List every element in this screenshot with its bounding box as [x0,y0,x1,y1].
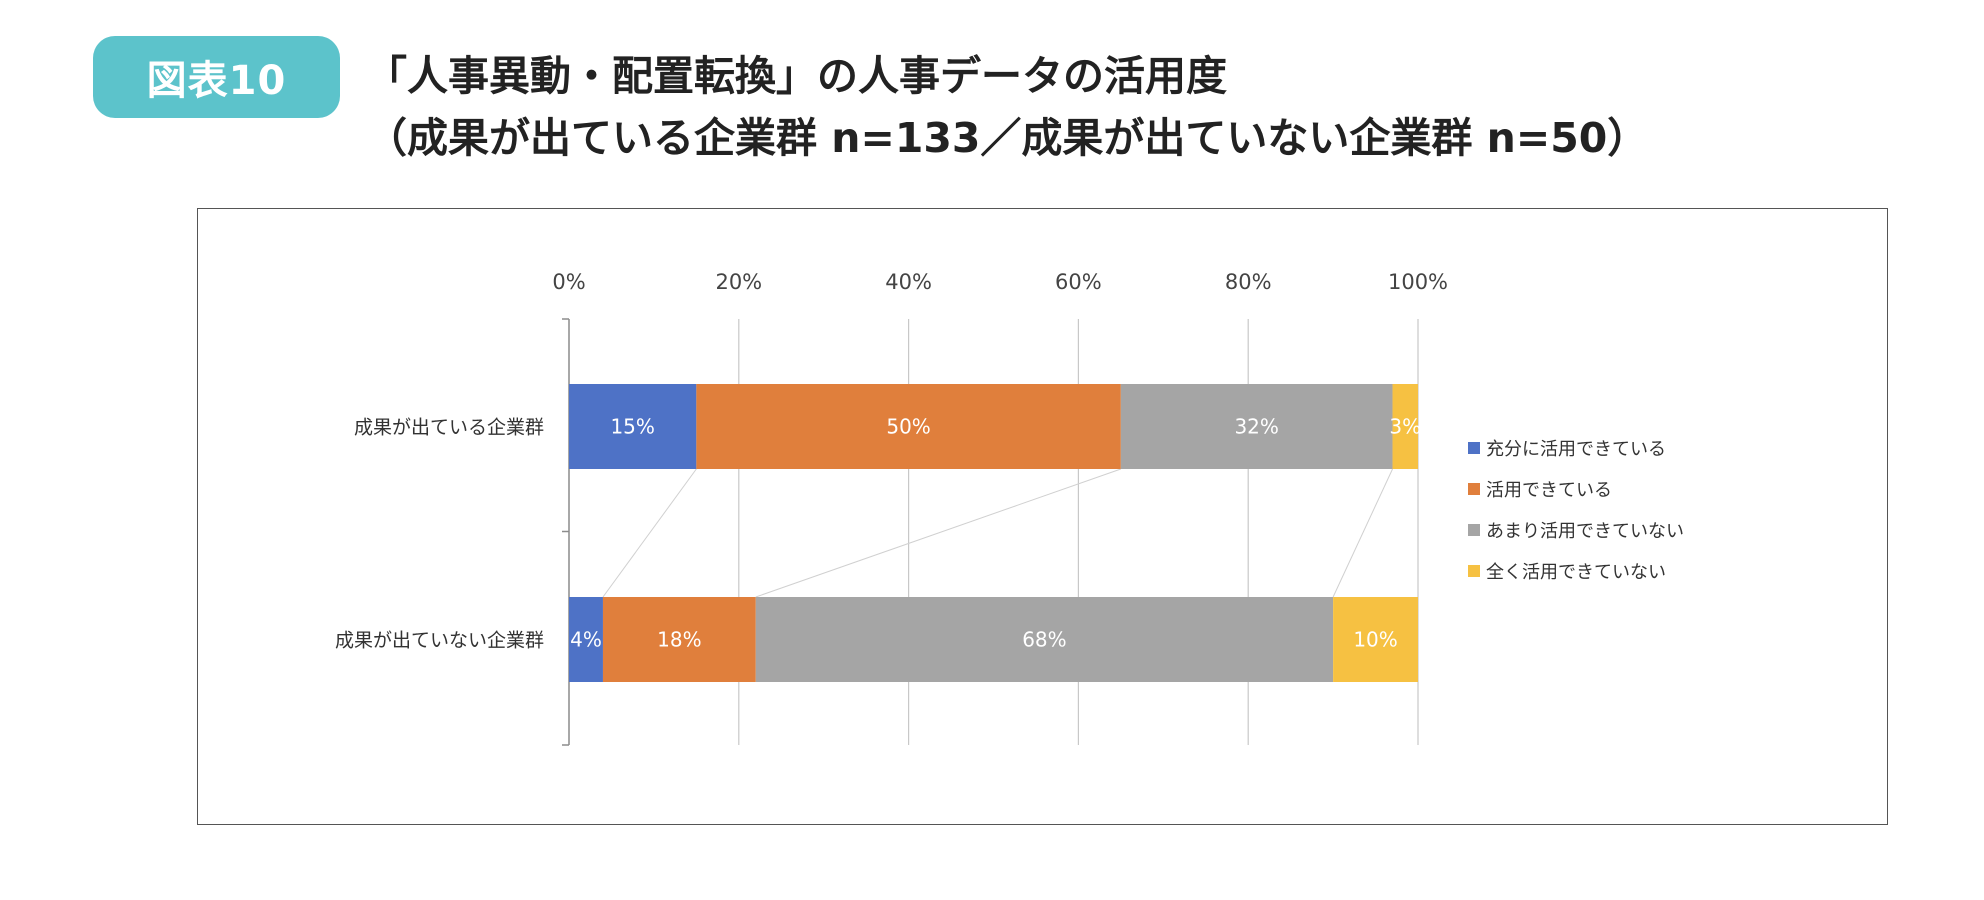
x-tick-label: 60% [1055,270,1102,294]
bar-segment [602,597,756,682]
bar-segment [569,597,603,682]
legend-swatch [1468,483,1480,495]
chart-subtitle: （成果が出ている企業群 n=133／成果が出ていない企業群 n=50） [366,114,1649,162]
data-label: 50% [886,415,930,439]
figure-label-badge: 図表10 [93,36,340,118]
data-label: 15% [610,415,654,439]
bar-segment [755,597,1334,682]
chart-title: 「人事異動・配置転換」の人事データの活用度 [366,52,1227,100]
data-label: 10% [1353,628,1397,652]
legend-swatch [1468,442,1480,454]
legend-swatch [1468,524,1480,536]
x-tick-label: 20% [715,270,762,294]
data-label: 4% [570,628,602,652]
series-line [602,468,697,598]
series-line [755,468,1122,598]
bar-segment [696,384,1121,469]
category-label: 成果が出ていない企業群 [335,630,544,652]
x-tick-label: 80% [1225,270,1272,294]
bar-segment [569,384,697,469]
legend-label: 充分に活用できている [1486,439,1666,460]
category-label: 成果が出ている企業群 [354,417,544,439]
legend-label: あまり活用できていない [1486,521,1684,542]
legend-swatch [1468,565,1480,577]
data-label: 32% [1234,415,1278,439]
x-tick-label: 100% [1388,270,1448,294]
data-label: 68% [1022,628,1066,652]
bar-segment [1333,597,1418,682]
data-label: 18% [657,628,701,652]
bar-segment [1392,384,1418,469]
legend-label: 全く活用できていない [1486,562,1666,583]
legend-label: 活用できている [1486,480,1612,501]
chart-frame [197,208,1888,825]
series-line [1332,468,1393,598]
x-tick-label: 40% [885,270,932,294]
data-label: 3% [1389,415,1421,439]
bar-segment [1120,384,1393,469]
x-tick-label: 0% [552,270,585,294]
